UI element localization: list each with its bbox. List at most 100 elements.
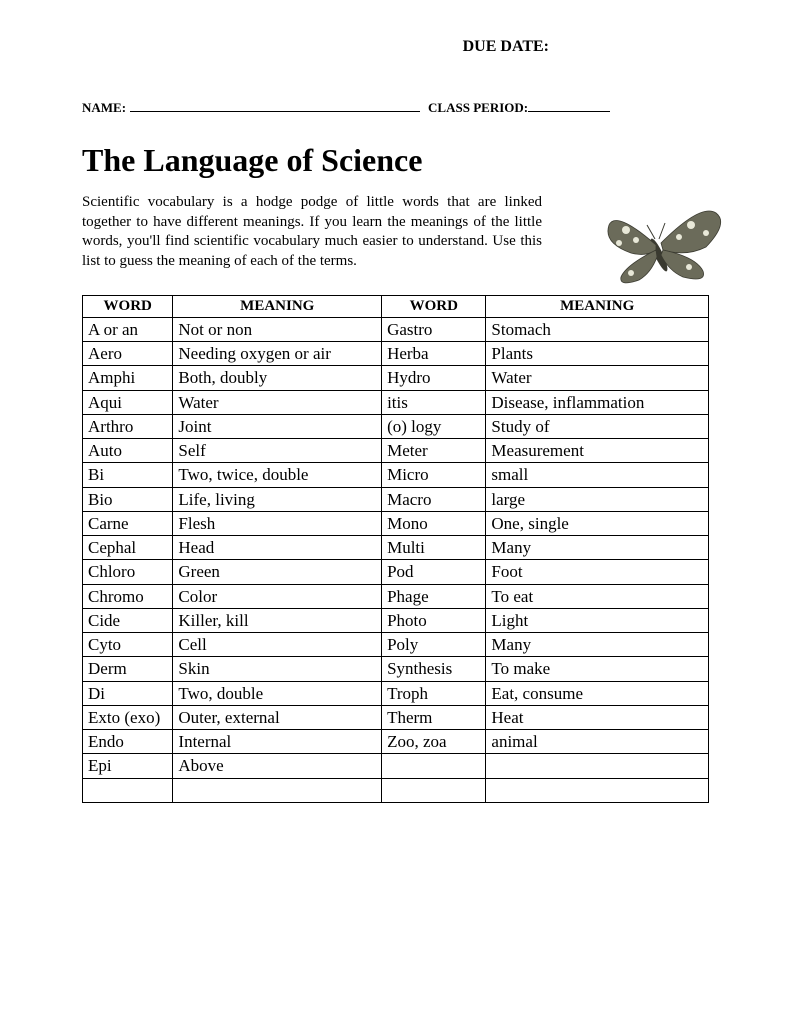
table-row: AutoSelfMeterMeasurement bbox=[83, 439, 709, 463]
table-cell: Epi bbox=[83, 754, 173, 778]
header-meaning-2: MEANING bbox=[486, 296, 709, 318]
table-cell: Hydro bbox=[382, 366, 486, 390]
due-date-label: DUE DATE: bbox=[82, 38, 549, 56]
table-cell: Therm bbox=[382, 705, 486, 729]
table-cell: Life, living bbox=[173, 487, 382, 511]
table-cell: Disease, inflammation bbox=[486, 390, 709, 414]
table-cell: Measurement bbox=[486, 439, 709, 463]
table-cell: Self bbox=[173, 439, 382, 463]
table-cell: Two, twice, double bbox=[173, 463, 382, 487]
class-period-label: CLASS PERIOD: bbox=[428, 100, 528, 116]
table-cell: Macro bbox=[382, 487, 486, 511]
table-cell: Skin bbox=[173, 657, 382, 681]
table-cell: Eat, consume bbox=[486, 681, 709, 705]
table-cell: Amphi bbox=[83, 366, 173, 390]
table-cell: Endo bbox=[83, 730, 173, 754]
table-cell: Heat bbox=[486, 705, 709, 729]
header-word-2: WORD bbox=[382, 296, 486, 318]
table-row: Exto (exo)Outer, externalThermHeat bbox=[83, 705, 709, 729]
table-cell: Meter bbox=[382, 439, 486, 463]
table-cell: Multi bbox=[382, 536, 486, 560]
table-row: CarneFleshMonoOne, single bbox=[83, 511, 709, 535]
table-cell: small bbox=[486, 463, 709, 487]
table-cell: To eat bbox=[486, 584, 709, 608]
table-cell: Exto (exo) bbox=[83, 705, 173, 729]
name-period-row: NAME: CLASS PERIOD: bbox=[82, 100, 709, 116]
table-row: EpiAbove bbox=[83, 754, 709, 778]
table-cell: Internal bbox=[173, 730, 382, 754]
table-cell: Both, doubly bbox=[173, 366, 382, 390]
table-cell: Many bbox=[486, 536, 709, 560]
table-row: ChromoColorPhageTo eat bbox=[83, 584, 709, 608]
table-row: ChloroGreenPodFoot bbox=[83, 560, 709, 584]
table-cell: Mono bbox=[382, 511, 486, 535]
table-cell: One, single bbox=[486, 511, 709, 535]
name-blank-line bbox=[130, 111, 420, 112]
table-row: AmphiBoth, doublyHydroWater bbox=[83, 366, 709, 390]
table-row: DiTwo, doubleTrophEat, consume bbox=[83, 681, 709, 705]
table-cell: Chloro bbox=[83, 560, 173, 584]
table-cell bbox=[173, 778, 382, 802]
table-row: A or anNot or nonGastroStomach bbox=[83, 317, 709, 341]
table-cell: Plants bbox=[486, 342, 709, 366]
table-cell: Photo bbox=[382, 608, 486, 632]
table-cell: Study of bbox=[486, 414, 709, 438]
table-cell: Foot bbox=[486, 560, 709, 584]
table-cell: Aero bbox=[83, 342, 173, 366]
table-cell: Cephal bbox=[83, 536, 173, 560]
table-cell: Killer, kill bbox=[173, 608, 382, 632]
table-cell: Many bbox=[486, 633, 709, 657]
table-body: A or anNot or nonGastroStomachAeroNeedin… bbox=[83, 317, 709, 802]
table-cell: A or an bbox=[83, 317, 173, 341]
table-row: AeroNeeding oxygen or airHerbaPlants bbox=[83, 342, 709, 366]
table-cell: Zoo, zoa bbox=[382, 730, 486, 754]
table-row bbox=[83, 778, 709, 802]
table-row: EndoInternalZoo, zoaanimal bbox=[83, 730, 709, 754]
header-meaning-1: MEANING bbox=[173, 296, 382, 318]
table-cell: Cell bbox=[173, 633, 382, 657]
table-cell: animal bbox=[486, 730, 709, 754]
name-label: NAME: bbox=[82, 100, 126, 116]
table-cell: Carne bbox=[83, 511, 173, 535]
period-blank-line bbox=[528, 111, 610, 112]
table-cell: Pod bbox=[382, 560, 486, 584]
table-cell: Joint bbox=[173, 414, 382, 438]
intro-paragraph: Scientific vocabulary is a hodge podge o… bbox=[82, 193, 542, 271]
table-row: CytoCellPolyMany bbox=[83, 633, 709, 657]
table-cell: Cide bbox=[83, 608, 173, 632]
table-cell: Water bbox=[173, 390, 382, 414]
table-cell: Micro bbox=[382, 463, 486, 487]
table-row: DermSkinSynthesisTo make bbox=[83, 657, 709, 681]
table-cell: To make bbox=[486, 657, 709, 681]
table-header-row: WORD MEANING WORD MEANING bbox=[83, 296, 709, 318]
table-cell: Not or non bbox=[173, 317, 382, 341]
table-cell: Derm bbox=[83, 657, 173, 681]
table-cell: Poly bbox=[382, 633, 486, 657]
table-row: ArthroJoint(o) logyStudy of bbox=[83, 414, 709, 438]
table-cell: Above bbox=[173, 754, 382, 778]
table-cell: Aqui bbox=[83, 390, 173, 414]
table-cell bbox=[486, 778, 709, 802]
table-cell: Troph bbox=[382, 681, 486, 705]
table-cell: Di bbox=[83, 681, 173, 705]
table-cell bbox=[83, 778, 173, 802]
table-cell: Bio bbox=[83, 487, 173, 511]
table-cell: Chromo bbox=[83, 584, 173, 608]
table-cell: Phage bbox=[382, 584, 486, 608]
butterfly-icon bbox=[601, 195, 731, 290]
table-row: BiTwo, twice, doubleMicrosmall bbox=[83, 463, 709, 487]
table-cell bbox=[382, 778, 486, 802]
table-row: CephalHeadMultiMany bbox=[83, 536, 709, 560]
table-cell: Auto bbox=[83, 439, 173, 463]
table-row: AquiWateritisDisease, inflammation bbox=[83, 390, 709, 414]
table-cell: Synthesis bbox=[382, 657, 486, 681]
table-cell: Flesh bbox=[173, 511, 382, 535]
table-cell: Head bbox=[173, 536, 382, 560]
table-cell: large bbox=[486, 487, 709, 511]
table-cell: Two, double bbox=[173, 681, 382, 705]
table-cell: itis bbox=[382, 390, 486, 414]
table-cell: Needing oxygen or air bbox=[173, 342, 382, 366]
table-cell: Bi bbox=[83, 463, 173, 487]
table-cell: Green bbox=[173, 560, 382, 584]
page-title: The Language of Science bbox=[82, 142, 709, 179]
